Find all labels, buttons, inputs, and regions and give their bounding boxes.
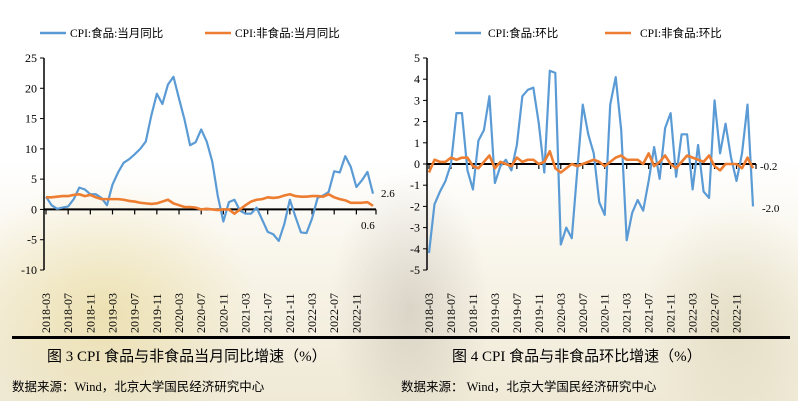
y-tick-label: 2 xyxy=(414,115,420,129)
x-tick-label: 2022-11 xyxy=(730,293,744,333)
divider-rule xyxy=(12,336,790,339)
x-tick-label: 2018-11 xyxy=(83,293,97,333)
y-tick-label: 15 xyxy=(25,112,37,126)
y-tick-label: 10 xyxy=(25,142,37,156)
y-tick-label: -10 xyxy=(21,263,37,277)
x-tick-label: 2019-07 xyxy=(510,293,524,333)
x-tick-label: 2018-07 xyxy=(444,293,458,333)
x-tick-label: 2020-11 xyxy=(598,293,612,333)
x-tick-label: 2021-07 xyxy=(261,293,275,333)
y-tick-label: -3 xyxy=(410,221,420,235)
x-tick-label: 2019-07 xyxy=(128,293,142,333)
end-value-label: -0.2 xyxy=(760,161,777,173)
background-painting xyxy=(640,200,798,401)
x-tick-label: 2019-03 xyxy=(488,293,502,333)
legend-label: CPI:食品:当月同比 xyxy=(70,26,163,40)
x-tick-label: 2022-07 xyxy=(327,293,341,333)
x-tick-label: 2022-03 xyxy=(686,293,700,333)
y-tick-label: 5 xyxy=(414,51,420,65)
x-tick-label: 2021-07 xyxy=(642,293,656,333)
x-tick-label: 2019-03 xyxy=(106,293,120,333)
legend-label: CPI:非食品:环比 xyxy=(640,26,722,40)
y-tick-label: 25 xyxy=(25,51,37,65)
y-tick-label: -1 xyxy=(410,178,420,192)
end-value-label: 0.6 xyxy=(361,220,375,232)
chart-4-source: 数据来源： Wind，北京大学国民经济研究中心 xyxy=(401,380,657,394)
legend-label: CPI:食品:环比 xyxy=(488,26,558,40)
legend-label: CPI:非食品:当月同比 xyxy=(235,26,340,40)
x-tick-label: 2021-11 xyxy=(664,293,678,333)
x-tick-label: 2018-03 xyxy=(39,293,53,333)
food-series-line xyxy=(427,69,755,254)
x-tick-label: 2022-03 xyxy=(305,293,319,333)
x-tick-label: 2020-03 xyxy=(172,293,186,333)
y-tick-label: 0 xyxy=(414,157,420,171)
y-tick-label: 0 xyxy=(31,202,37,216)
chart-3-source: 数据来源：Wind，北京大学国民经济研究中心 xyxy=(12,380,265,394)
nonfood-series-line xyxy=(46,192,374,215)
end-value-label: -2.0 xyxy=(762,203,780,215)
x-tick-label: 2020-07 xyxy=(576,293,590,333)
y-tick-label: 3 xyxy=(414,93,420,107)
x-tick-label: 2019-11 xyxy=(532,293,546,333)
x-tick-label: 2019-11 xyxy=(150,293,164,333)
x-tick-label: 2018-07 xyxy=(61,293,75,333)
y-tick-label: -5 xyxy=(410,263,420,277)
x-tick-label: 2018-11 xyxy=(466,293,480,333)
y-tick-label: 20 xyxy=(25,81,37,95)
chart-3-caption: 图 3 CPI 食品与非食品当月同比增速（%） xyxy=(47,349,327,365)
x-tick-label: 2022-11 xyxy=(349,293,363,333)
y-tick-label: 4 xyxy=(414,72,420,86)
y-tick-label: -4 xyxy=(410,242,420,256)
x-tick-label: 2021-03 xyxy=(620,293,634,333)
food-series-line xyxy=(45,75,375,243)
y-tick-label: 1 xyxy=(414,136,420,150)
x-tick-label: 2020-11 xyxy=(216,293,230,333)
end-value-label: 2.6 xyxy=(381,188,395,200)
chart-4-caption: 图 4 CPI 食品与非食品环比增速（%） xyxy=(452,349,702,365)
y-tick-label: -2 xyxy=(410,199,420,213)
x-tick-label: 2020-07 xyxy=(194,293,208,333)
x-tick-label: 2018-03 xyxy=(422,293,436,333)
x-tick-label: 2020-03 xyxy=(554,293,568,333)
x-tick-label: 2021-11 xyxy=(283,293,297,333)
x-tick-label: 2021-03 xyxy=(239,293,253,333)
nonfood-series-line xyxy=(427,149,755,174)
y-tick-label: -5 xyxy=(27,233,37,247)
x-tick-label: 2022-07 xyxy=(708,293,722,333)
y-tick-label: 5 xyxy=(31,172,37,186)
